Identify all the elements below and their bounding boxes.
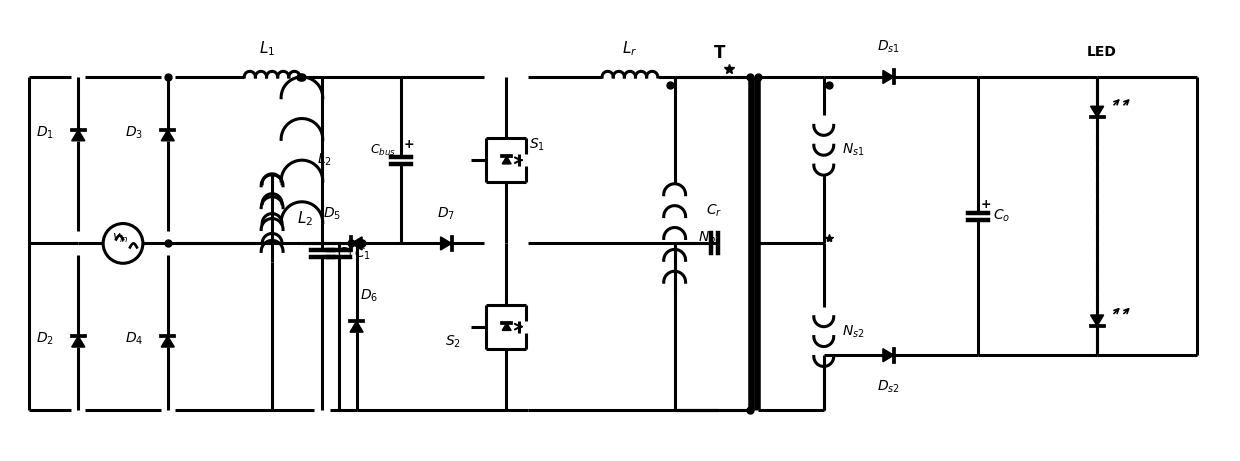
Text: $D_6$: $D_6$	[360, 287, 378, 304]
Polygon shape	[502, 323, 511, 331]
Text: $D_{s2}$: $D_{s2}$	[877, 378, 900, 395]
Text: $C_{bus}$: $C_{bus}$	[370, 143, 396, 158]
Text: $L_2$: $L_2$	[296, 209, 314, 228]
Polygon shape	[883, 71, 894, 83]
Polygon shape	[72, 130, 84, 141]
Text: $L_r$: $L_r$	[622, 39, 637, 58]
Text: $C_r$: $C_r$	[707, 202, 723, 219]
Polygon shape	[502, 156, 511, 164]
Polygon shape	[350, 321, 363, 332]
Polygon shape	[440, 237, 451, 250]
Text: $D_7$: $D_7$	[436, 205, 455, 222]
Polygon shape	[883, 349, 894, 362]
Text: $N_{s1}$: $N_{s1}$	[842, 142, 864, 159]
Text: $S_1$: $S_1$	[528, 137, 544, 154]
Text: $D_4$: $D_4$	[125, 331, 143, 347]
Text: T: T	[714, 44, 725, 62]
Text: $D_3$: $D_3$	[125, 124, 143, 141]
Text: +: +	[981, 198, 991, 211]
Text: $D_2$: $D_2$	[36, 331, 53, 347]
Text: $v_{in}$: $v_{in}$	[112, 232, 129, 245]
Text: $N_p$: $N_p$	[698, 229, 715, 248]
Polygon shape	[72, 336, 84, 347]
Text: +: +	[404, 138, 414, 151]
Text: $D_5$: $D_5$	[322, 205, 341, 222]
Circle shape	[103, 224, 143, 263]
Polygon shape	[161, 130, 175, 141]
Text: $C_1$: $C_1$	[355, 245, 371, 261]
Polygon shape	[1090, 315, 1104, 326]
Text: $S_2$: $S_2$	[445, 333, 461, 350]
Polygon shape	[351, 237, 362, 250]
Polygon shape	[161, 336, 175, 347]
Text: $D_1$: $D_1$	[36, 124, 53, 141]
Text: $L_1$: $L_1$	[259, 39, 275, 58]
Polygon shape	[1090, 106, 1104, 117]
Text: $N_{s2}$: $N_{s2}$	[842, 324, 864, 340]
Text: $C_o$: $C_o$	[993, 208, 1009, 225]
Text: $C_1$: $C_1$	[337, 245, 353, 261]
Text: $D_{s1}$: $D_{s1}$	[877, 39, 900, 55]
Text: $L_2$: $L_2$	[317, 152, 332, 168]
Text: LED: LED	[1087, 45, 1117, 59]
